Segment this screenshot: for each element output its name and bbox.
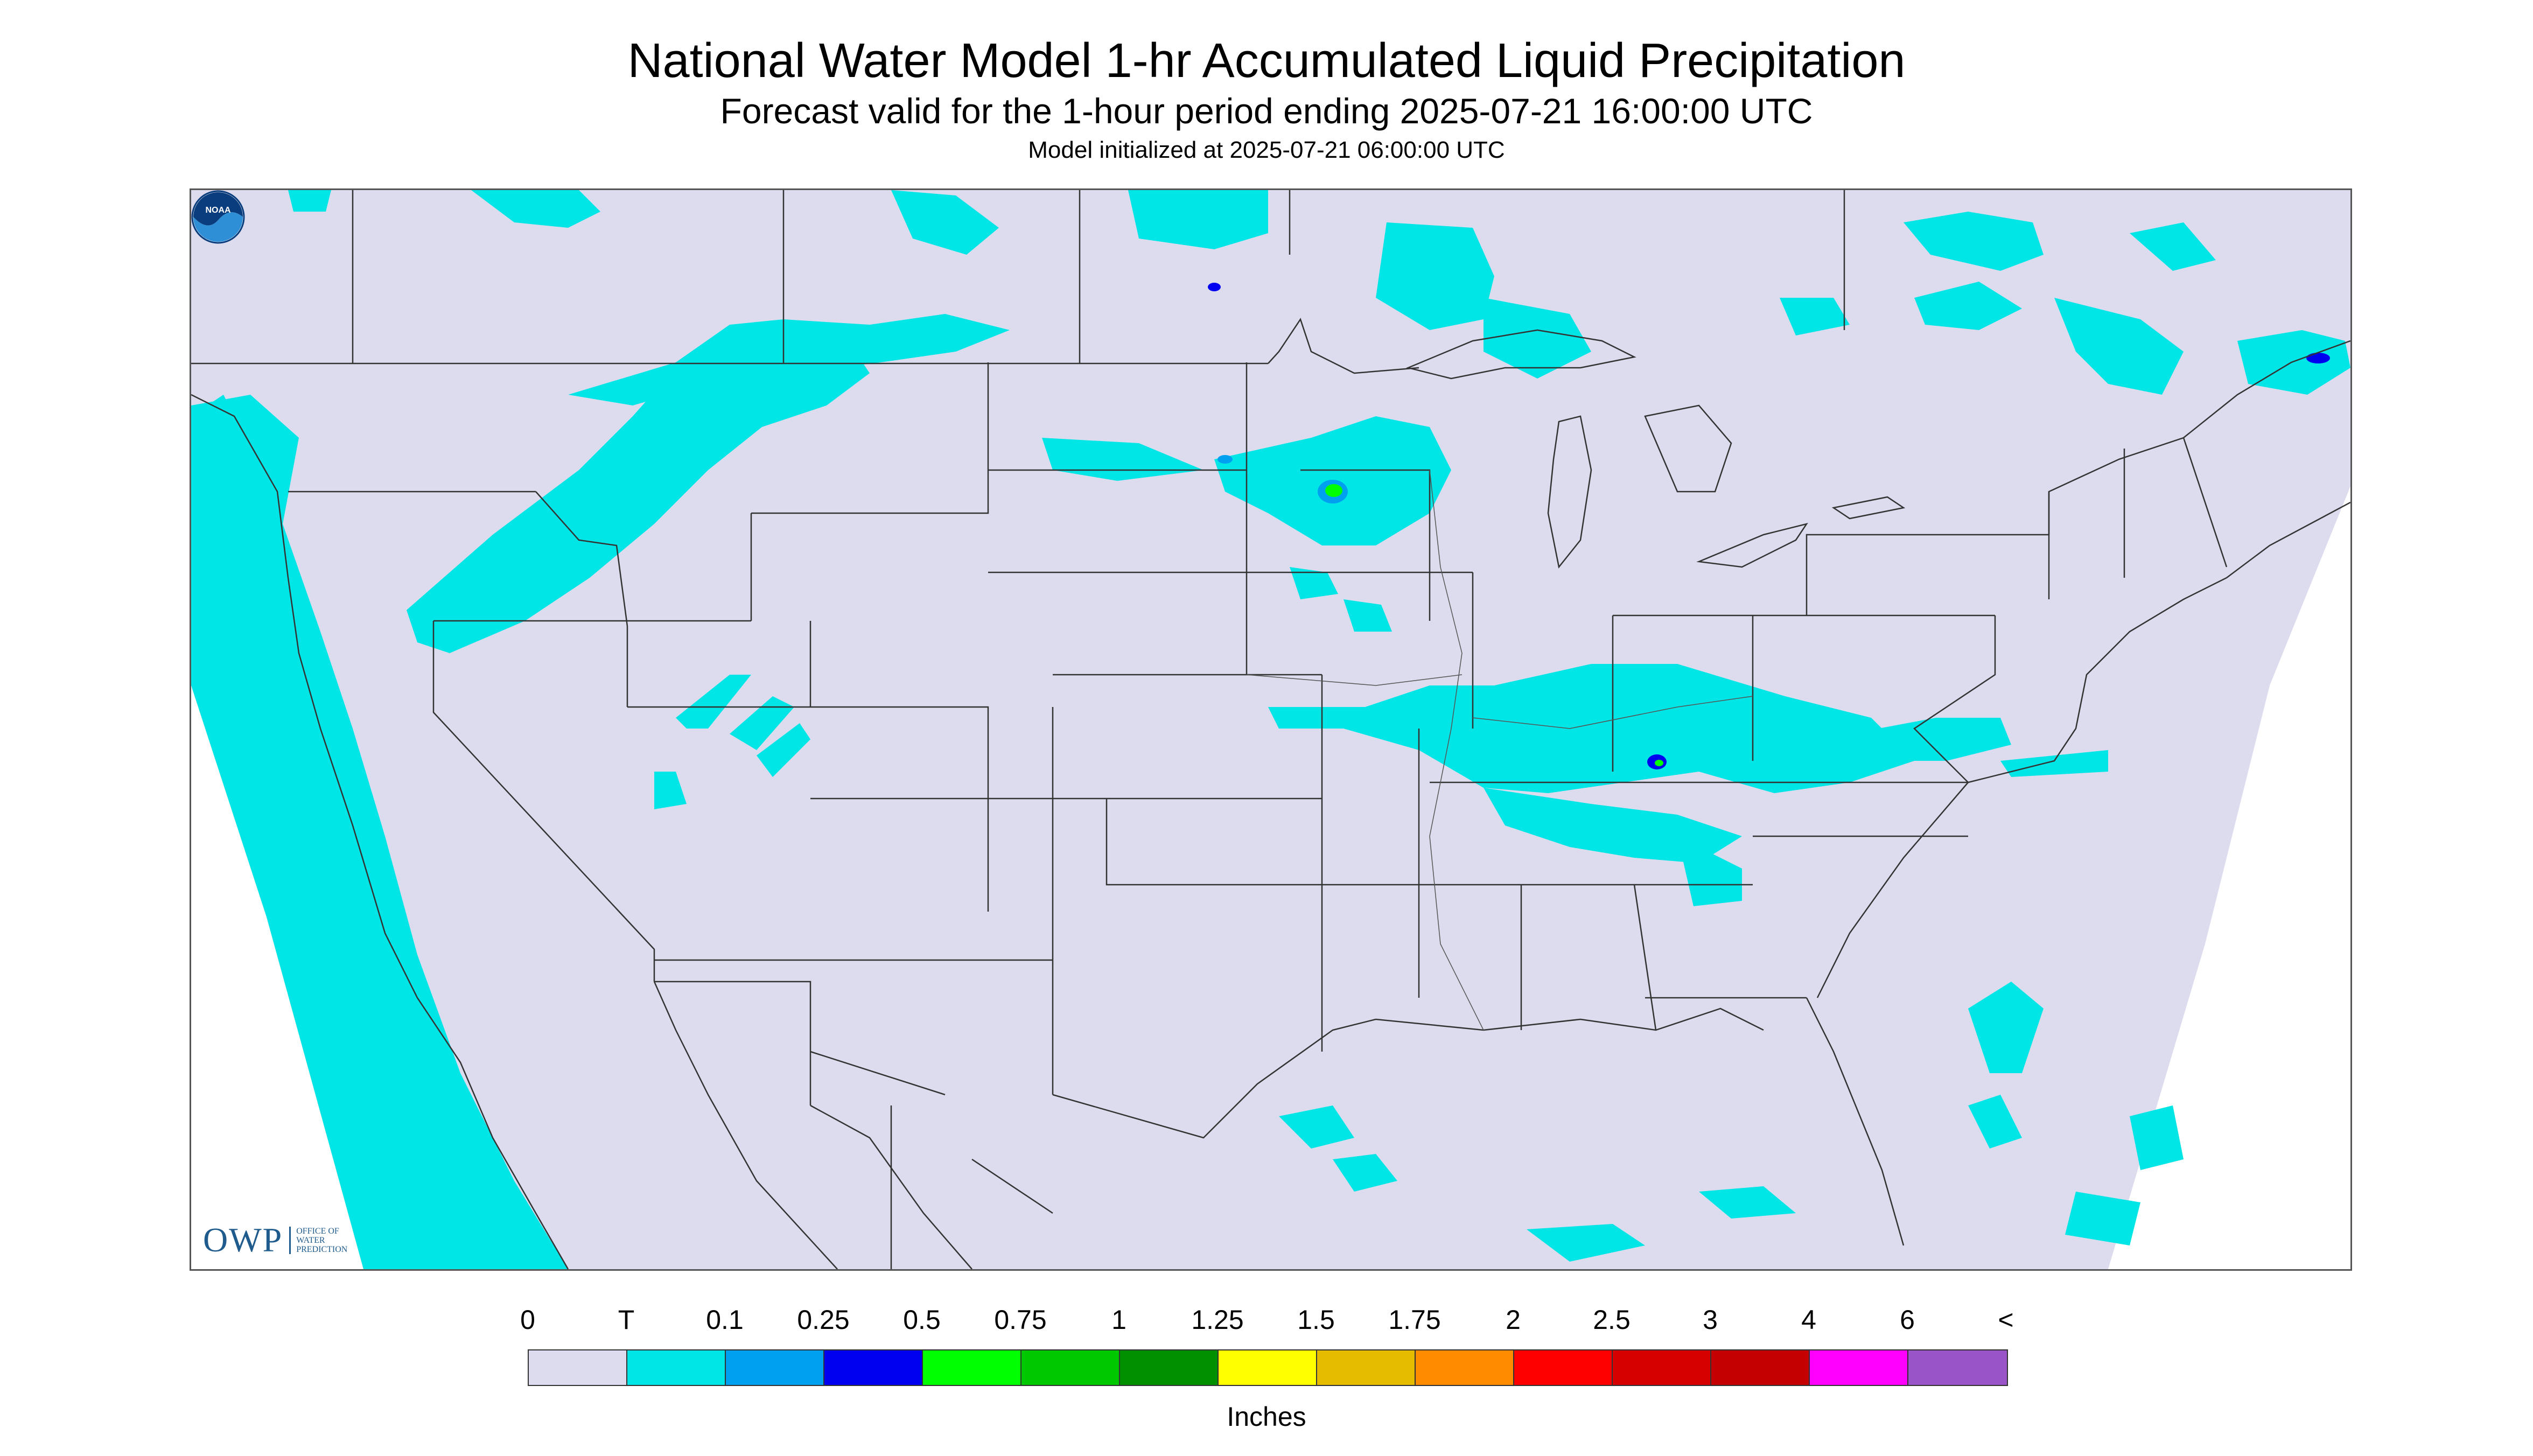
rivers: [1246, 470, 1753, 1031]
legend-tick-label: 4: [1801, 1305, 1816, 1335]
lake-huron: [1644, 404, 1732, 493]
legend-swatch: [529, 1350, 627, 1385]
precipitation-map[interactable]: OWP OFFICE OF WATER PREDICTION NOAA: [190, 188, 2352, 1271]
svg-text:NOAA: NOAA: [205, 206, 231, 215]
legend-tick-label: 1.25: [1191, 1305, 1244, 1335]
map-title: National Water Model 1-hr Accumulated Li…: [627, 34, 1906, 88]
legend-tick-label: 1.75: [1388, 1305, 1441, 1335]
lake-superior: [1406, 329, 1636, 380]
legend-tick-label: 0.5: [903, 1305, 941, 1335]
owp-logo-subtext: OFFICE OF WATER PREDICTION: [289, 1226, 347, 1254]
owp-logo: OWP OFFICE OF WATER PREDICTION: [203, 1219, 347, 1262]
legend-tick-label: 0.1: [706, 1305, 744, 1335]
legend-tick-label: 1: [1111, 1305, 1126, 1335]
legend-tick-label: 2: [1506, 1305, 1521, 1335]
legend-tick-label: 0: [520, 1305, 535, 1335]
lake-ontario: [1831, 496, 1906, 520]
precip-heavy-spots: [1208, 283, 2330, 769]
legend-tick-label: 6: [1900, 1305, 1915, 1335]
legend-swatch: [1219, 1350, 1317, 1385]
legend-tick-label: T: [618, 1305, 635, 1335]
legend-swatch: [627, 1350, 726, 1385]
legend-swatch: [1711, 1350, 1810, 1385]
legend-tick-label: 3: [1703, 1305, 1718, 1335]
legend-swatch: [726, 1350, 824, 1385]
lake-michigan: [1547, 415, 1592, 569]
state-boundaries: [191, 190, 2350, 1269]
legend-tick-label: 0.25: [797, 1305, 850, 1335]
owp-logo-letters: OWP: [203, 1221, 283, 1259]
legend-units-label: Inches: [1227, 1402, 1306, 1432]
legend-tick-label: 2.5: [1593, 1305, 1631, 1335]
out-of-domain-right: [2108, 486, 2350, 1269]
map-canvas: [191, 190, 2350, 1269]
model-init-line: Model initialized at 2025-07-21 06:00:00…: [1028, 137, 1505, 163]
legend-tick-label: 0.75: [994, 1305, 1047, 1335]
legend-swatch: [1514, 1350, 1613, 1385]
legend-tick-label: <: [1998, 1305, 2014, 1335]
legend-swatch: [923, 1350, 1021, 1385]
legend-swatch: [1810, 1350, 1908, 1385]
legend-color-bar: [528, 1349, 2008, 1386]
legend-swatch: [1613, 1350, 1711, 1385]
out-of-domain-left: [191, 685, 363, 1269]
legend-swatch: [824, 1350, 923, 1385]
precip-trace-areas: [191, 190, 2350, 1269]
noaa-logo-icon: NOAA: [191, 190, 245, 244]
legend-swatch: [1021, 1350, 1120, 1385]
lake-erie: [1696, 523, 1808, 568]
map-subtitle: Forecast valid for the 1-hour period end…: [720, 91, 1813, 131]
legend-swatch: [1317, 1350, 1416, 1385]
legend-swatch: [1120, 1350, 1219, 1385]
precipitation-legend: 0 T 0.1 0.25 0.5 0.75 1 1.25 1.5 1.75 2 2.5 3 4 6 < Inc…: [0, 1292, 2533, 1454]
legend-swatch: [1416, 1350, 1514, 1385]
legend-tick-label: 1.5: [1297, 1305, 1335, 1335]
legend-swatch: [1908, 1350, 2007, 1385]
